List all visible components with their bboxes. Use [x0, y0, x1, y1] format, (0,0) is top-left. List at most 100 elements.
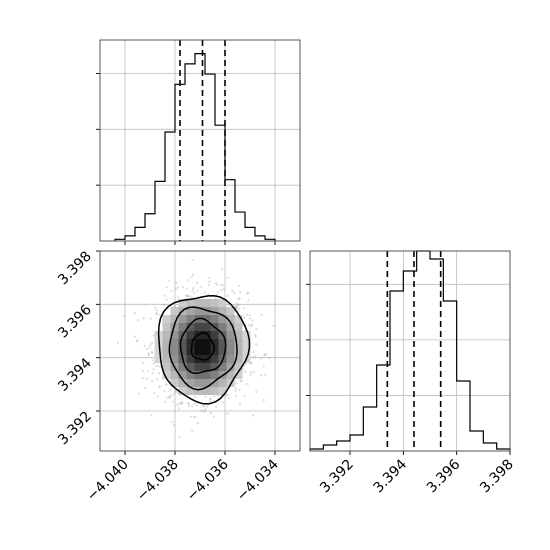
density-cell — [154, 347, 163, 355]
scatter-point — [222, 287, 225, 290]
scatter-point — [250, 361, 253, 364]
histogram-param2-ticks: 3.392 3.394 3.396 3.398 — [306, 283, 517, 497]
density-cell — [210, 307, 219, 315]
scatter-point — [191, 429, 194, 432]
scatter-point — [235, 382, 238, 385]
scatter-point — [116, 341, 119, 344]
density-cell — [162, 323, 171, 331]
density-cell — [194, 307, 203, 315]
scatter-point — [135, 339, 139, 342]
x-tick-label: −4.038 — [134, 457, 182, 505]
scatter-point — [156, 378, 159, 381]
scatter-point — [237, 304, 240, 307]
histogram-param2-quantile-lines — [386, 251, 442, 451]
density-cell — [162, 371, 171, 379]
scatter-point — [166, 383, 169, 386]
density-cell — [226, 315, 235, 323]
scatter-point — [199, 409, 202, 412]
scatter-point — [196, 289, 199, 292]
density-cell — [218, 363, 227, 371]
scatter-point — [239, 379, 242, 383]
scatter-point — [149, 343, 152, 346]
scatter-point — [231, 289, 234, 292]
scatter-point — [187, 402, 190, 405]
density-cell — [218, 347, 227, 355]
density-cell — [234, 371, 243, 379]
scatter-point — [187, 402, 190, 405]
scatter-point — [246, 382, 249, 386]
density-cell — [210, 331, 219, 339]
scatter-point — [192, 416, 195, 419]
density-cell — [218, 387, 227, 395]
scatter-point — [264, 373, 267, 376]
y-tick-label: 3.394 — [55, 355, 95, 395]
density-cell — [210, 371, 219, 379]
density-cell — [202, 331, 211, 339]
scatter-point — [244, 363, 247, 366]
histogram-param1-frame — [99, 39, 301, 242]
density-cell — [162, 363, 171, 371]
scatter-point — [242, 307, 246, 310]
scatter-point — [227, 276, 230, 279]
joint-contours — [157, 295, 251, 405]
scatter-point — [193, 291, 196, 294]
scatter-point — [158, 385, 161, 388]
histogram-param2-grid — [310, 251, 510, 451]
scatter-point — [179, 402, 182, 405]
scatter-point — [158, 313, 161, 316]
density-cell — [186, 339, 195, 347]
scatter-point — [174, 389, 177, 392]
density-cell — [178, 387, 187, 395]
scatter-point — [220, 288, 223, 291]
density-cell — [202, 299, 211, 307]
density-cell — [234, 331, 243, 339]
scatter-point — [155, 364, 158, 368]
scatter-point — [147, 353, 150, 356]
scatter-point — [248, 314, 251, 317]
density-cell — [210, 315, 219, 323]
scatter-point — [190, 295, 193, 298]
scatter-point — [143, 344, 146, 347]
scatter-point — [157, 372, 161, 375]
histogram-param1-panel — [96, 39, 301, 245]
scatter-point — [235, 306, 238, 309]
scatter-point — [227, 397, 230, 400]
scatter-point — [181, 401, 184, 404]
scatter-point — [152, 334, 155, 337]
scatter-point — [191, 258, 194, 261]
x-tick-label: 3.392 — [317, 457, 357, 497]
scatter-point — [263, 354, 266, 357]
scatter-point — [248, 317, 252, 320]
density-cell — [210, 299, 219, 307]
density-cell — [194, 339, 203, 347]
density-cell — [202, 363, 211, 371]
scatter-point — [233, 291, 236, 295]
scatter-point — [170, 394, 173, 397]
density-cell — [170, 371, 179, 379]
scatter-point — [254, 354, 257, 358]
scatter-point — [249, 373, 252, 376]
scatter-point — [265, 353, 268, 356]
scatter-point — [171, 400, 174, 403]
scatter-point — [164, 383, 167, 386]
scatter-point — [152, 368, 155, 371]
scatter-point — [163, 294, 166, 297]
scatter-point — [249, 371, 252, 374]
scatter-point — [149, 317, 152, 320]
scatter-point — [234, 386, 237, 390]
scatter-point — [166, 396, 169, 399]
joint-param1-param2-panel: −4.040 −4.038 −4.036 −4.034 3.392 3.394 3.396… — [55, 249, 301, 505]
scatter-point — [254, 333, 257, 337]
density-cell — [202, 371, 211, 379]
density-cell — [170, 307, 179, 315]
histogram-param2-frame — [309, 250, 511, 452]
scatter-point — [205, 405, 208, 408]
scatter-point — [178, 436, 181, 439]
scatter-point — [191, 405, 194, 408]
scatter-point — [172, 424, 175, 427]
scatter-point — [221, 401, 224, 404]
scatter-point — [263, 353, 266, 356]
scatter-point — [194, 415, 197, 419]
scatter-point — [235, 302, 238, 305]
scatter-point — [252, 356, 255, 359]
